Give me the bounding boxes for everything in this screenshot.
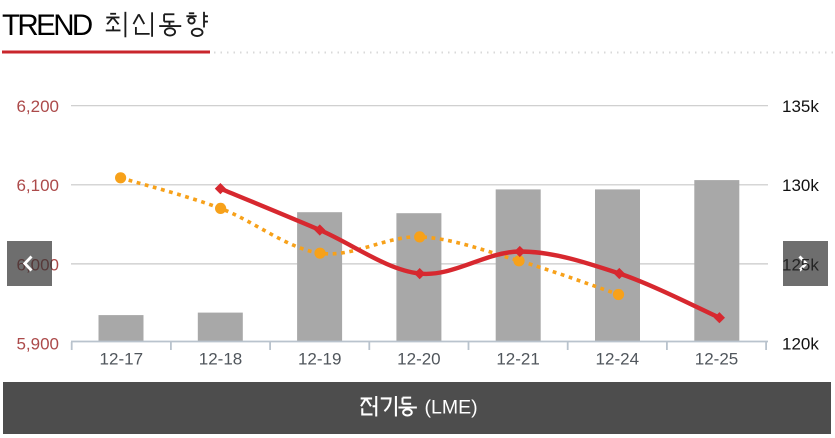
svg-text:12-21: 12-21	[496, 350, 539, 369]
svg-text:12-20: 12-20	[397, 350, 440, 369]
svg-text:120k: 120k	[782, 334, 819, 353]
svg-text:(LME): (LME)	[425, 397, 478, 419]
svg-text:5,900: 5,900	[16, 334, 59, 353]
svg-text:135k: 135k	[782, 97, 819, 116]
svg-text:125k: 125k	[782, 255, 819, 274]
svg-text:12-17: 12-17	[100, 350, 143, 369]
svg-text:TREND: TREND	[2, 9, 92, 42]
svg-text:12-24: 12-24	[596, 350, 639, 369]
svg-text:12-25: 12-25	[695, 350, 738, 369]
svg-text:130k: 130k	[782, 176, 819, 195]
svg-text:12-18: 12-18	[199, 350, 242, 369]
svg-text:6,200: 6,200	[16, 97, 59, 116]
svg-text:12-19: 12-19	[298, 350, 341, 369]
svg-text:6,100: 6,100	[16, 176, 59, 195]
